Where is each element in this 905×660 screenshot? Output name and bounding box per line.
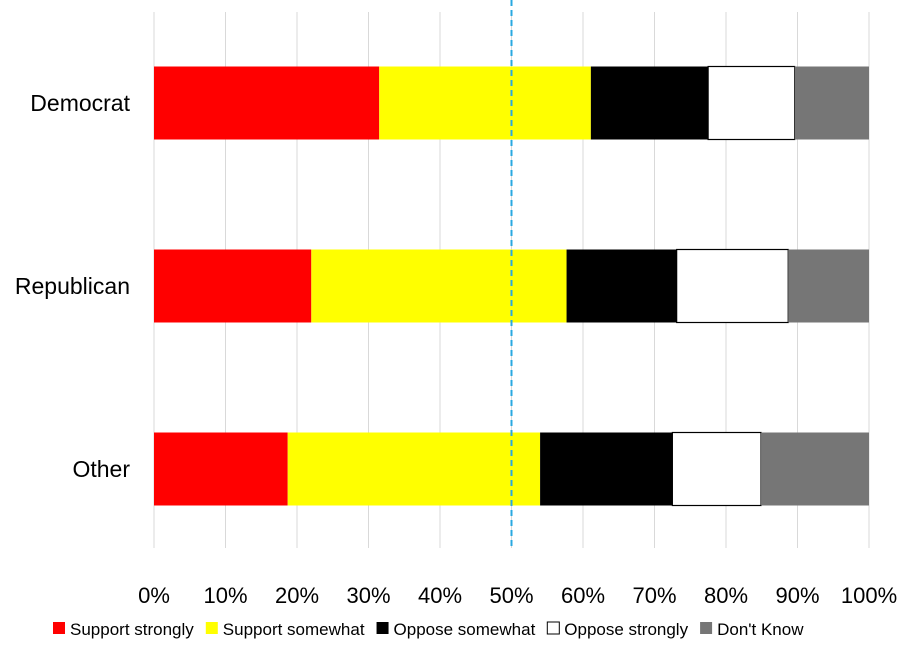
bar-other-support-somewhat bbox=[287, 432, 541, 506]
legend-label-support-somewhat: Support somewhat bbox=[223, 620, 365, 639]
tick-label-50: 50% bbox=[489, 583, 533, 608]
bar-democrat-don-t-know bbox=[794, 66, 869, 140]
legend: Support strongly Support somewhat Oppose s… bbox=[53, 620, 804, 639]
legend-swatch-oppose-somewhat bbox=[376, 622, 389, 634]
tick-label-60: 60% bbox=[561, 583, 605, 608]
tick-label-20: 20% bbox=[275, 583, 319, 608]
bar-other-oppose-strongly bbox=[671, 431, 762, 507]
category-label-other: Other bbox=[72, 456, 130, 482]
legend-label-don-t-know: Don't Know bbox=[717, 620, 804, 639]
bar-republican-support-somewhat bbox=[311, 249, 567, 323]
bar-republican-oppose-strongly bbox=[676, 248, 789, 324]
bar-republican-oppose-somewhat bbox=[566, 249, 677, 323]
bar-other-oppose-somewhat bbox=[540, 432, 673, 506]
tick-label-100: 100% bbox=[841, 583, 897, 608]
legend-label-oppose-somewhat: Oppose somewhat bbox=[394, 620, 536, 639]
bar-democrat-support-strongly bbox=[154, 66, 380, 140]
category-labels: Democrat Republican Other bbox=[15, 90, 131, 482]
bar-democrat-support-somewhat bbox=[379, 66, 591, 140]
bar-republican-support-strongly bbox=[154, 249, 312, 323]
legend-label-oppose-strongly: Oppose strongly bbox=[564, 620, 688, 639]
legend-swatch-support-strongly bbox=[53, 622, 65, 634]
bar-other-support-strongly bbox=[154, 432, 288, 506]
legend-swatch-oppose-strongly bbox=[546, 621, 560, 635]
bar-democrat-oppose-strongly bbox=[707, 65, 796, 141]
legend-swatch-support-somewhat bbox=[205, 622, 218, 634]
legend-swatch-don-t-know bbox=[700, 622, 713, 634]
bar-republican-don-t-know bbox=[788, 249, 869, 323]
x-axis-tick-labels: 0% 10% 20% 30% 40% 50% 60% 70% 80% 90% 100% bbox=[138, 583, 897, 608]
category-label-democrat: Democrat bbox=[30, 90, 130, 116]
tick-label-0: 0% bbox=[138, 583, 170, 608]
tick-label-80: 80% bbox=[704, 583, 748, 608]
legend-label-support-strongly: Support strongly bbox=[70, 620, 194, 639]
bar-other-don-t-know bbox=[761, 432, 869, 506]
bar-segments bbox=[154, 65, 869, 507]
tick-label-10: 10% bbox=[203, 583, 247, 608]
bar-democrat-oppose-somewhat bbox=[590, 66, 709, 140]
tick-label-70: 70% bbox=[632, 583, 676, 608]
tick-label-30: 30% bbox=[346, 583, 390, 608]
category-label-republican: Republican bbox=[15, 273, 130, 299]
tick-label-40: 40% bbox=[418, 583, 462, 608]
tick-label-90: 90% bbox=[775, 583, 819, 608]
